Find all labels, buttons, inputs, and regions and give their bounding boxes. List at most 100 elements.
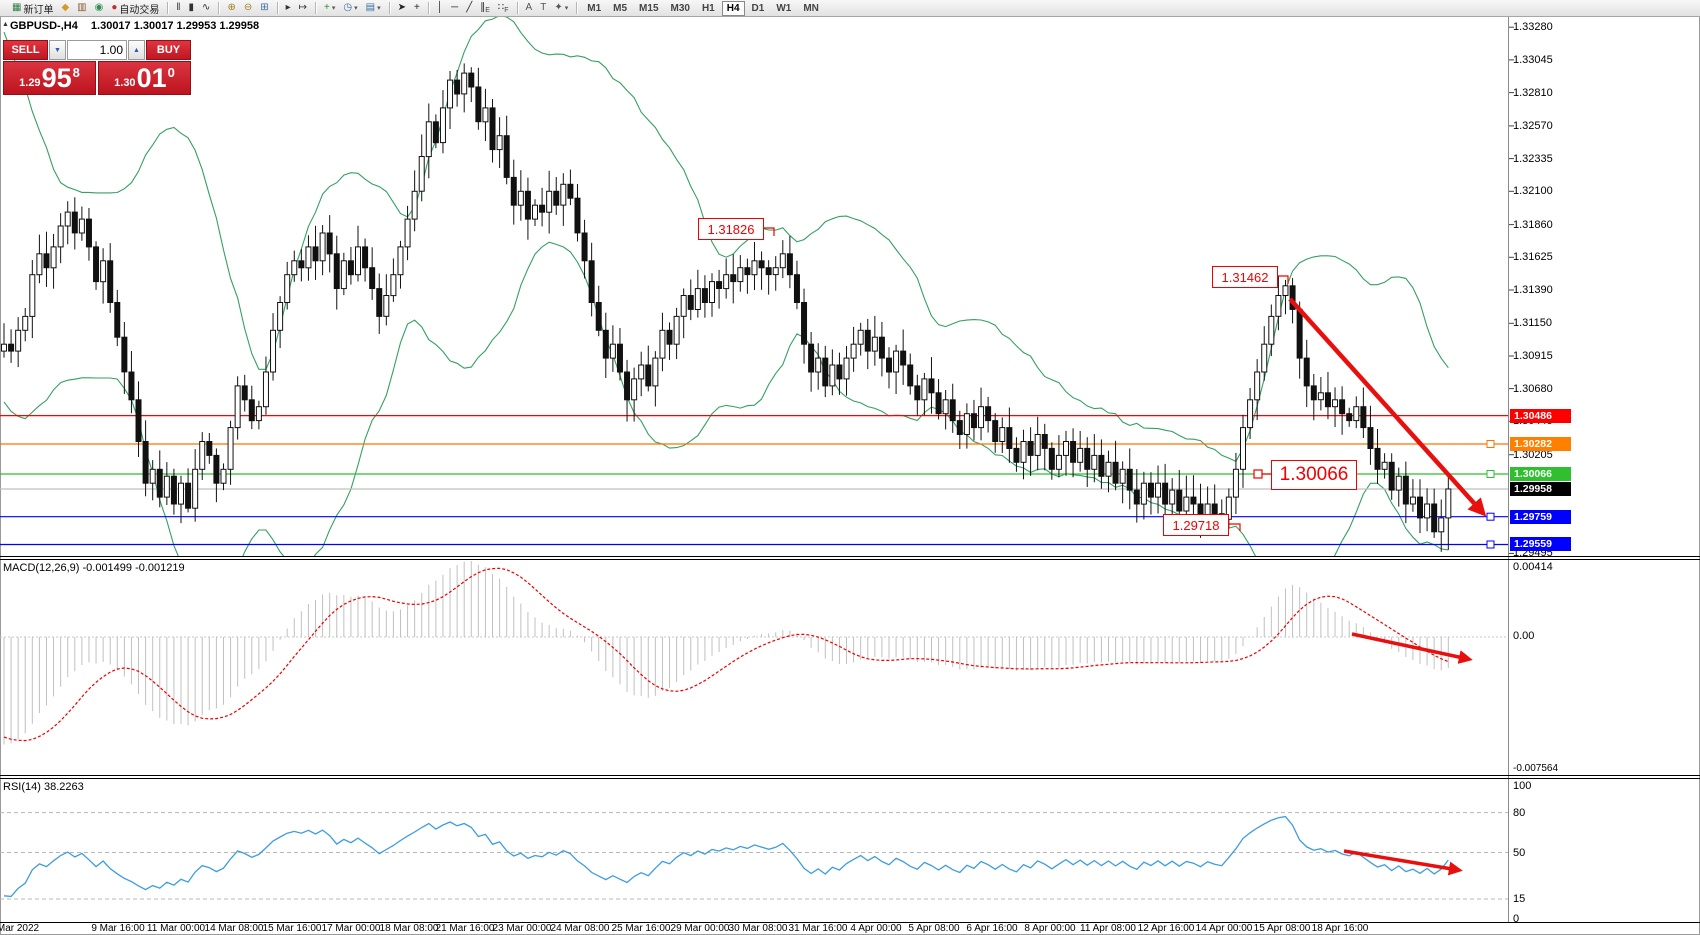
zoom-in-button[interactable]: ⊕ [224,1,238,15]
timeframe-h1[interactable]: H1 [701,2,715,14]
market-watch-button[interactable]: ▥ [74,1,89,15]
time-axis-label: 30 Mar 08:00 [728,923,788,934]
price-axis-tick: 1.30205 [1513,449,1553,461]
macd-histogram [3,561,1449,745]
vertical-line-button[interactable]: │ [434,1,446,15]
arrows-button[interactable]: ✦ ▾ [554,2,569,13]
volume-input[interactable] [67,40,127,60]
price-axis-tick: 1.33280 [1513,21,1553,33]
text-label-icon: T [540,2,547,13]
crosshair-button[interactable]: + [411,1,423,15]
price-annotation[interactable]: 1.31826 [698,218,764,240]
timeframe-m15[interactable]: M15 [639,2,659,14]
equidistant-channel-icon: ∥ [480,2,486,13]
time-axis-border [0,922,1700,923]
time-axis-label: 31 Mar 16:00 [788,923,848,934]
navigator-icon: ◉ [94,2,104,13]
toolbar-separator [315,2,317,14]
rsi-trend-arrow[interactable] [1343,849,1463,876]
text-button[interactable]: A [523,1,536,15]
volume-up-button[interactable]: ▲ [128,40,145,60]
price-annotation[interactable]: 1.29718 [1163,514,1229,536]
rsi-scale-label: 100 [1513,780,1532,792]
new-order-button[interactable]: ▦ 新订单 [12,2,54,16]
price-annotation[interactable]: 1.30066 [1271,460,1357,490]
autotrading-button[interactable]: ● 自动交易 [111,2,160,16]
chart-title: GBPUSD-,H4 1.30017 1.30017 1.29953 1.299… [10,20,259,32]
sell-button[interactable]: SELL [3,40,48,60]
panel-separator[interactable] [0,556,1700,557]
trendline-icon: ╱ [466,2,473,13]
equidistant-channel-button[interactable]: ∥ E [480,2,490,14]
cursor-button[interactable]: ➤ [395,1,409,15]
candlestick-chart-button[interactable]: ▮ [186,1,198,15]
text-label-button[interactable]: T [537,1,549,15]
toolbar-separator [167,2,169,14]
price-axis-badge: 1.29559 [1510,537,1571,551]
timeframe-m1[interactable]: M1 [587,2,602,14]
volume-down-button[interactable]: ▼ [49,40,66,60]
ask-price-display[interactable]: 1.30 01 0 [98,61,191,95]
timeframe-mn[interactable]: MN [803,2,819,14]
price-annotation[interactable]: 1.31462 [1212,266,1278,288]
chart-styler-button[interactable]: ◆ [58,1,72,15]
templates-icon: ▤ [365,2,376,13]
chart-styler-icon: ◆ [61,2,70,13]
horizontal-line-button[interactable]: ─ [448,1,461,15]
tile-windows-button[interactable]: ⊞ [257,1,271,15]
line-handle-marker[interactable] [1486,512,1495,521]
timeframe-w1[interactable]: W1 [776,2,792,14]
time-axis-label: 18 Mar 08:00 [379,923,439,934]
time-axis-label: 11 Mar 00:00 [146,923,206,934]
price-trend-arrow[interactable] [1288,297,1487,517]
line-chart-button[interactable]: ∿ [199,1,213,15]
panel-separator[interactable] [0,778,1700,779]
price-axis-border [1508,17,1509,922]
periods-button[interactable]: ◷ ▾ [343,2,358,13]
bar-chart-button[interactable]: ‖ [173,1,183,15]
collapse-arrow-icon[interactable]: ▲ [2,21,9,28]
price-axis-badge: 1.30486 [1510,409,1571,423]
templates-button[interactable]: ▤ ▾ [365,2,381,13]
indicators-button[interactable]: + ▾ [324,2,336,13]
time-axis-label: 6 Apr 16:00 [966,923,1018,934]
toolbar-separator [576,2,578,14]
macd-trend-arrow[interactable] [1351,632,1473,664]
bid-price-display[interactable]: 1.29 95 8 [3,61,96,95]
fibonacci-icon: ∷ [497,2,505,13]
navigator-button[interactable]: ◉ [92,1,107,15]
bollinger-upper-band [3,17,1449,463]
line-handle-marker[interactable] [1486,540,1495,549]
chart-shift-button[interactable]: ↦ [296,1,310,15]
timeframe-m5[interactable]: M5 [613,2,628,14]
rsi-label: RSI(14) 38.2263 [3,781,84,793]
line-handle-marker[interactable] [1486,470,1495,478]
panel-separator[interactable] [0,559,1700,560]
timeframe-d1[interactable]: D1 [751,2,765,14]
periods-icon: ◷ [343,2,353,13]
fibonacci-button[interactable]: ∷ F [497,2,509,14]
macd-scale-top: 0.00414 [1513,561,1553,573]
timeframe-h4[interactable]: H4 [721,0,745,16]
macd-scale-bottom: -0.007564 [1513,763,1559,774]
line-handle-marker[interactable] [1486,440,1495,448]
bid-pipette: 8 [72,65,80,80]
auto-scroll-button[interactable]: ▸ [283,1,294,15]
price-axis-tick: 1.32570 [1513,120,1553,132]
rsi-scale-label: 80 [1513,807,1526,819]
time-axis-label: 11 Apr 08:00 [1080,923,1136,934]
annotation-anchor-marker[interactable] [1253,469,1263,479]
trendline-button[interactable]: ╱ [463,1,475,15]
cursor-icon: ➤ [397,2,406,13]
time-axis-label: 4 Apr 00:00 [850,923,902,934]
buy-button[interactable]: BUY [146,40,191,60]
time-axis-label: 24 Mar 08:00 [550,923,610,934]
zoom-out-button[interactable]: ⊖ [241,1,255,15]
price-axis-tick: 1.33045 [1513,54,1553,66]
time-axis-label: 18 Apr 16:00 [1311,923,1369,934]
market-watch-icon: ▥ [77,2,87,13]
panel-separator[interactable] [0,775,1700,776]
timeframe-m30[interactable]: M30 [670,2,690,14]
